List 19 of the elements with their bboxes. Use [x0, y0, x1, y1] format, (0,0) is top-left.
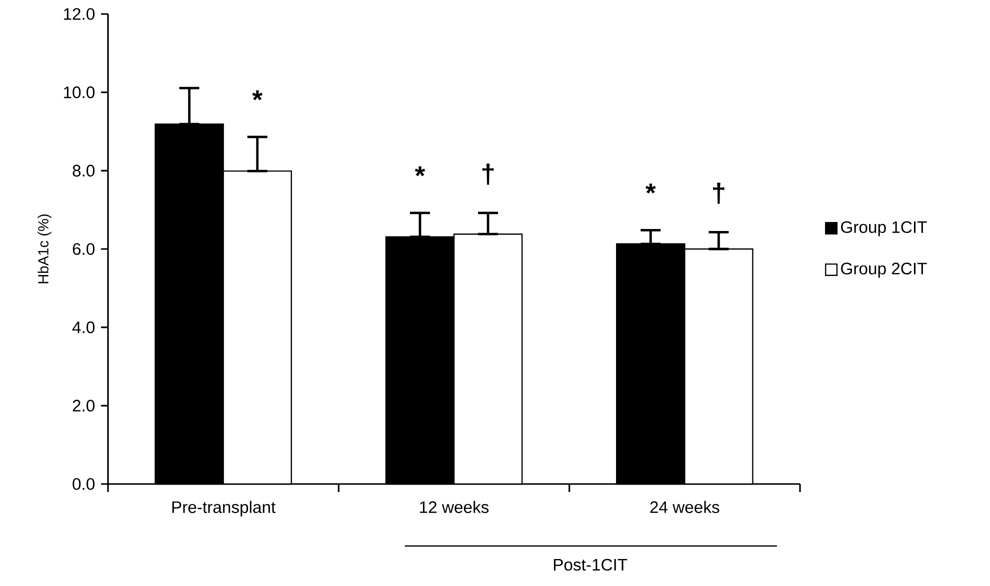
y-tick-label: 6.0	[72, 243, 95, 255]
data-label: *	[646, 184, 656, 194]
y-tick-label: 2.0	[72, 400, 95, 412]
y-axis-title: HbA1c (%)	[38, 214, 52, 284]
legend-label: Group 1CIT	[841, 221, 927, 236]
y-tick-label: 10.0	[64, 86, 95, 98]
y-tick-label: 0.0	[72, 478, 95, 490]
legend-label: Group 2CIT	[841, 262, 927, 278]
x-tick-label: Pre-transplant	[172, 500, 276, 516]
data-label: †	[482, 164, 494, 185]
y-tick-label: 4.0	[72, 321, 95, 334]
text: Post-1CIT	[554, 558, 628, 571]
data-label: *	[252, 90, 263, 100]
x-tick-label: 12 weeks	[420, 500, 489, 514]
x-tick-label: 24 weeks	[650, 500, 720, 514]
data-label: *	[414, 166, 426, 176]
data-label: †	[713, 182, 724, 204]
y-tick-label: 8.0	[72, 164, 95, 177]
y-tick-label: 12.0	[64, 8, 95, 20]
